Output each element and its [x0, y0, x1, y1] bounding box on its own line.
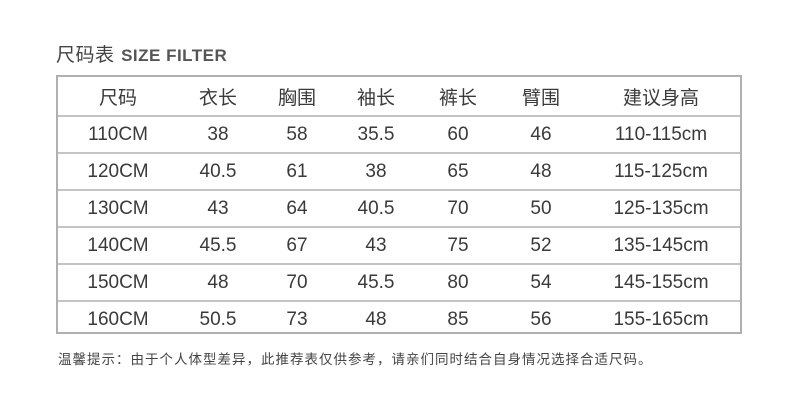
table-cell: 120CM — [87, 160, 149, 182]
header-cell: 建议身高 — [622, 86, 699, 109]
table-cell: 110CM — [88, 123, 148, 145]
header-cell: 裤长 — [438, 86, 477, 109]
table-cell: 38 — [365, 160, 387, 182]
table-cell: 38 — [207, 123, 229, 145]
page-title: 尺码表 SIZE FILTER — [56, 40, 227, 67]
table-cell: 64 — [286, 197, 308, 219]
table-cell: 54 — [530, 271, 552, 293]
table-cell: 110-115cm — [614, 123, 708, 145]
table-cell: 75 — [447, 234, 469, 256]
table-cell: 45.5 — [357, 271, 395, 293]
table-cell: 65 — [447, 160, 469, 182]
table-cell: 40.5 — [357, 197, 395, 219]
tip-note: 温馨提示：由于个人体型差异，此推荐表仅供参考，请亲们同时结合自身情况选择合适尺码… — [58, 352, 653, 368]
table-cell: 145-155cm — [613, 271, 709, 293]
table-cell: 130CM — [87, 197, 149, 219]
table-cell: 50.5 — [199, 308, 237, 330]
table-cell: 46 — [530, 123, 552, 145]
table-cell: 160CM — [87, 308, 149, 330]
table-cell: 43 — [365, 234, 387, 256]
header-cell: 尺码 — [98, 86, 137, 109]
table-row: 120CM 40.5 61 38 65 48 115-125cm — [58, 152, 740, 189]
table-cell: 67 — [286, 234, 308, 256]
table-cell: 58 — [286, 123, 308, 145]
table-cell: 155-165cm — [613, 308, 709, 330]
title-cn: 尺码表 — [56, 44, 115, 66]
table-cell: 45.5 — [199, 234, 237, 256]
table-cell: 61 — [286, 160, 308, 182]
table-row: 110CM 38 58 35.5 60 46 110-115cm — [58, 115, 740, 152]
table-cell: 35.5 — [357, 123, 395, 145]
table-cell: 56 — [530, 308, 552, 330]
table-cell: 150CM — [87, 271, 149, 293]
table-cell: 140CM — [87, 234, 149, 256]
table-cell: 40.5 — [199, 160, 237, 182]
table-header: 尺码 衣长 胸围 袖长 裤长 臂围 建议身高 — [58, 77, 740, 115]
size-table: 尺码 衣长 胸围 袖长 裤长 臂围 建议身高 110CM 38 58 35.5 60 46… — [56, 75, 742, 334]
table-row: 160CM 50.5 73 48 85 56 155-165cm — [58, 300, 740, 337]
table-cell: 60 — [447, 123, 469, 145]
table-cell: 48 — [365, 308, 387, 330]
table-cell: 52 — [530, 234, 552, 256]
table-cell: 80 — [447, 271, 469, 293]
header-cell: 臂围 — [521, 86, 560, 109]
title-en: SIZE FILTER — [121, 46, 228, 65]
table-cell: 50 — [530, 197, 552, 219]
table-cell: 48 — [530, 160, 552, 182]
table-cell: 73 — [286, 308, 308, 330]
header-cell: 袖长 — [356, 86, 395, 109]
table-cell: 70 — [447, 197, 469, 219]
table-cell: 48 — [207, 271, 229, 293]
table-row: 150CM 48 70 45.5 80 54 145-155cm — [58, 263, 740, 300]
table-cell: 115-125cm — [614, 160, 708, 182]
header-cell: 胸围 — [277, 86, 316, 109]
table-row: 140CM 45.5 67 43 75 52 135-145cm — [58, 226, 740, 263]
table-row: 130CM 43 64 40.5 70 50 125-135cm — [58, 189, 740, 226]
table-cell: 125-135cm — [613, 197, 709, 219]
table-cell: 70 — [286, 271, 308, 293]
header-cell: 衣长 — [198, 86, 237, 109]
table-cell: 135-145cm — [613, 234, 709, 256]
table-cell: 43 — [207, 197, 229, 219]
table-cell: 85 — [447, 308, 469, 330]
